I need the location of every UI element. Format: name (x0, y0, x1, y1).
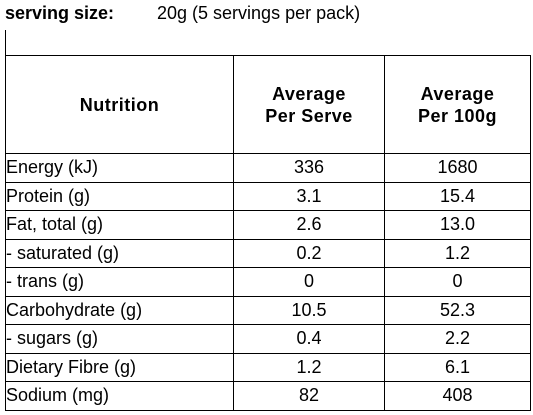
nutrient-value: 6.1 (384, 352, 531, 382)
nutrient-name: Protein (g) (5, 181, 234, 211)
nutrient-value: 1680 (384, 153, 531, 183)
table-row: Fat, total (g) 2.6 13.0 (5, 210, 531, 240)
nutrient-value: 408 (384, 381, 531, 411)
nutrient-value: 0.2 (233, 238, 385, 268)
border-line (5, 30, 6, 56)
table-row: Energy (kJ) 336 1680 (5, 153, 531, 183)
header-row: Nutrition Average Per Serve Average Per 10… (5, 55, 531, 154)
nutrient-value: 0 (233, 267, 385, 297)
table-body: Energy (kJ) 336 1680 Protein (g) 3.1 15.4 Fat,… (5, 153, 531, 411)
nutrient-value: 0.4 (233, 324, 385, 354)
nutrient-value: 3.1 (233, 181, 385, 211)
nutrient-value: 2.6 (233, 210, 385, 240)
nutrient-value: 52.3 (384, 295, 531, 325)
nutrient-name: Fat, total (g) (5, 210, 234, 240)
nutrient-value: 10.5 (233, 295, 385, 325)
nutrient-value: 1.2 (384, 238, 531, 268)
table-row: Carbohydrate (g) 10.5 52.3 (5, 295, 531, 325)
header-cell: Average Per 100g (384, 55, 531, 154)
table-row: - sugars (g) 0.4 2.2 (5, 324, 531, 354)
header-cell: Average Per Serve (233, 55, 385, 154)
nutrient-value: 82 (233, 381, 385, 411)
table-row: Protein (g) 3.1 15.4 (5, 181, 531, 211)
nutrient-name: Energy (kJ) (5, 153, 234, 183)
nutrient-name: - saturated (g) (5, 238, 234, 268)
serving-size: serving size: 20g (5 servings per pack) (5, 3, 360, 24)
table-row: Sodium (mg) 82 408 (5, 381, 531, 411)
nutrient-name: Carbohydrate (g) (5, 295, 234, 325)
nutrition-table: Nutrition Average Per Serve Average Per 10… (5, 55, 531, 411)
table-row: - saturated (g) 0.2 1.2 (5, 238, 531, 268)
nutrient-value: 336 (233, 153, 385, 183)
table-row: Dietary Fibre (g) 1.2 6.1 (5, 352, 531, 382)
serving-label: serving size: (5, 3, 115, 23)
nutrient-value: 2.2 (384, 324, 531, 354)
table-row: - trans (g) 0 0 (5, 267, 531, 297)
nutrient-value: 0 (384, 267, 531, 297)
nutrient-name: - sugars (g) (5, 324, 234, 354)
nutrient-name: Dietary Fibre (g) (5, 352, 234, 382)
nutrient-value: 13.0 (384, 210, 531, 240)
nutrient-name: - trans (g) (5, 267, 234, 297)
nutrient-value: 1.2 (233, 352, 385, 382)
header-cell: Nutrition (5, 55, 234, 154)
nutrient-name: Sodium (mg) (5, 381, 234, 411)
serving-value: 20g (5 servings per pack) (157, 3, 361, 23)
nutrient-value: 15.4 (384, 181, 531, 211)
